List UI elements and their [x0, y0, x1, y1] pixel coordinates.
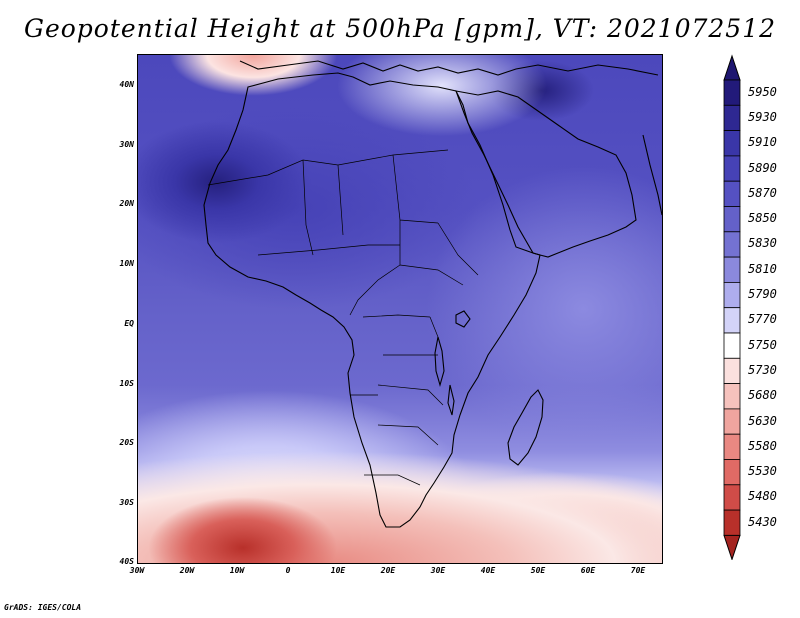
colorbar-cell	[723, 180, 741, 207]
x-label-10e: 10E	[330, 566, 346, 575]
colorbar-cell	[723, 130, 741, 157]
x-label-30w: 30W	[129, 566, 145, 575]
y-label-20s: 20S	[119, 438, 134, 447]
colorbar	[723, 54, 741, 560]
colorbar-label: 5810	[748, 261, 777, 276]
lake-tanganyika	[434, 336, 445, 388]
y-label-40n: 40N	[119, 80, 134, 89]
x-label-50e: 50E	[530, 566, 546, 575]
colorbar-bottom-arrow	[723, 534, 741, 560]
africa-coastline	[203, 72, 541, 528]
colorbar-label: 5770	[748, 312, 777, 327]
country-borders	[207, 149, 479, 486]
x-label-0: 0	[285, 566, 291, 575]
colorbar-label: 5950	[748, 84, 777, 99]
y-label-40s: 40S	[119, 557, 134, 566]
y-label-30s: 30S	[119, 498, 134, 507]
colorbar-cell	[723, 206, 741, 233]
colorbar-label: 5730	[748, 362, 777, 377]
colorbar-label: 5750	[748, 337, 777, 352]
colorbar-label: 5850	[748, 211, 777, 226]
credit-text: GrADS: IGES/COLA	[4, 603, 82, 612]
lake-victoria	[455, 310, 471, 328]
y-label-eq: EQ	[124, 319, 134, 328]
colorbar-top-arrow	[723, 54, 741, 81]
x-label-10w: 10W	[229, 566, 245, 575]
colorbar-label: 5890	[748, 160, 777, 175]
x-label-70e: 70E	[630, 566, 646, 575]
madagascar-coastline	[507, 389, 544, 466]
colorbar-cell	[723, 383, 741, 410]
europe-coastline	[239, 60, 659, 76]
colorbar-cell	[723, 155, 741, 182]
colorbar-label: 5580	[748, 438, 777, 453]
x-label-20w: 20W	[179, 566, 195, 575]
colorbar-cell	[723, 509, 741, 536]
colorbar-label: 5930	[748, 109, 777, 124]
india-coastline	[642, 134, 662, 216]
colorbar-cell	[723, 357, 741, 384]
colorbar-label: 5830	[748, 236, 777, 251]
colorbar-cell	[723, 104, 741, 131]
colorbar-label: 5870	[748, 185, 777, 200]
colorbar-cell	[723, 307, 741, 334]
x-label-20e: 20E	[380, 566, 396, 575]
colorbar-label: 5910	[748, 135, 777, 150]
coastlines	[203, 60, 662, 528]
arabia-coastline	[455, 90, 637, 258]
colorbar-label: 5630	[748, 413, 777, 428]
colorbar-cell	[723, 433, 741, 460]
y-label-30n: 30N	[119, 140, 134, 149]
colorbar-cell	[723, 281, 741, 309]
colorbar-label: 5680	[748, 388, 777, 403]
colorbar-label: 5480	[748, 489, 777, 504]
colorbar-cell	[723, 79, 741, 106]
x-label-40e: 40E	[480, 566, 496, 575]
y-label-10s: 10S	[119, 379, 134, 388]
colorbar-cell	[723, 484, 741, 511]
x-label-30e: 30E	[430, 566, 446, 575]
map-title: Geopotential Height at 500hPa [gpm], VT:…	[23, 14, 777, 43]
colorbar-cell	[723, 332, 741, 359]
colorbar-cell	[723, 231, 741, 258]
lake-malawi	[447, 384, 455, 416]
colorbar-label: 5530	[748, 464, 777, 479]
x-label-60e: 60E	[580, 566, 596, 575]
colorbar-cell	[723, 459, 741, 486]
y-label-20n: 20N	[119, 199, 134, 208]
colorbar-cell	[723, 256, 741, 283]
y-label-10n: 10N	[119, 259, 134, 268]
colorbar-label: 5790	[748, 287, 777, 302]
colorbar-label: 5430	[748, 514, 777, 529]
geopotential-map	[137, 54, 663, 564]
colorbar-cell	[723, 408, 741, 435]
